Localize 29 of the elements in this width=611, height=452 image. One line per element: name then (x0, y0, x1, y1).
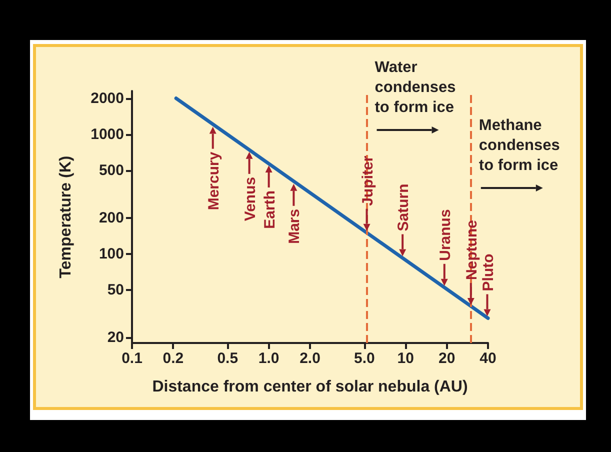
x-axis-title: Distance from center of solar nebula (AU) (152, 378, 468, 396)
y-tick-label: 20 (107, 329, 124, 346)
x-tick-label: 2.0 (300, 350, 320, 367)
x-tick-label: 1.0 (258, 350, 280, 367)
annotation: Mercury (205, 151, 222, 210)
y-tick-label: 50 (107, 281, 124, 298)
y-axis-title: Temperature (K) (58, 156, 74, 278)
annotation: Pluto (480, 254, 497, 292)
x-tick-label: 10 (397, 350, 414, 367)
x-tick-label: 0.5 (217, 350, 238, 367)
annotation: Saturn (395, 184, 412, 232)
x-tick-label: 0.2 (162, 350, 184, 367)
annotation: Venus (242, 176, 259, 222)
annotation: Jupiter (359, 156, 376, 206)
x-tick-label: 20 (438, 350, 456, 367)
ref-line-label: Water condenses to form ice (374, 59, 456, 116)
annotation: Earth (261, 190, 278, 229)
annotation: Uranus (436, 209, 454, 261)
y-tick-label: 1000 (90, 126, 124, 143)
annotation: Neptune (463, 220, 480, 280)
x-tick-label: 40 (480, 350, 496, 367)
y-tick-label: 100 (98, 245, 124, 262)
x-tick-label: 0.1 (122, 350, 142, 367)
ref-line-label: Methane condenses to form ice (478, 117, 560, 174)
annotation: Mars (286, 208, 304, 244)
y-tick-label: 200 (98, 209, 124, 226)
y-tick-label: 500 (98, 162, 124, 179)
y-tick-label: 2000 (90, 90, 124, 107)
x-tick-label: 5.0 (354, 350, 375, 367)
